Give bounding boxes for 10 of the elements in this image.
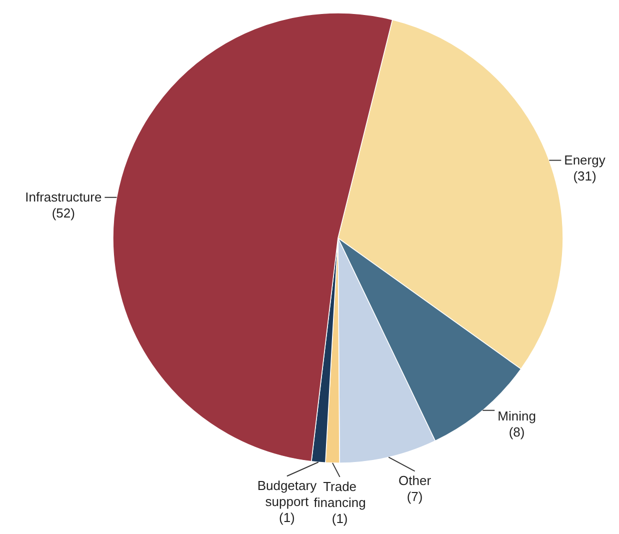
slice-label: Other <box>398 473 432 488</box>
data-label: (7) <box>406 489 423 504</box>
data-label: (8) <box>508 424 525 440</box>
data-label: (1) <box>278 510 295 526</box>
slice-label: Energy <box>564 152 606 168</box>
slice-label: Infrastructure <box>25 189 102 204</box>
data-label: (52) <box>52 205 75 220</box>
data-label: (31) <box>573 168 596 184</box>
data-label: (1) <box>332 510 348 526</box>
slice-label: Mining <box>498 408 536 424</box>
